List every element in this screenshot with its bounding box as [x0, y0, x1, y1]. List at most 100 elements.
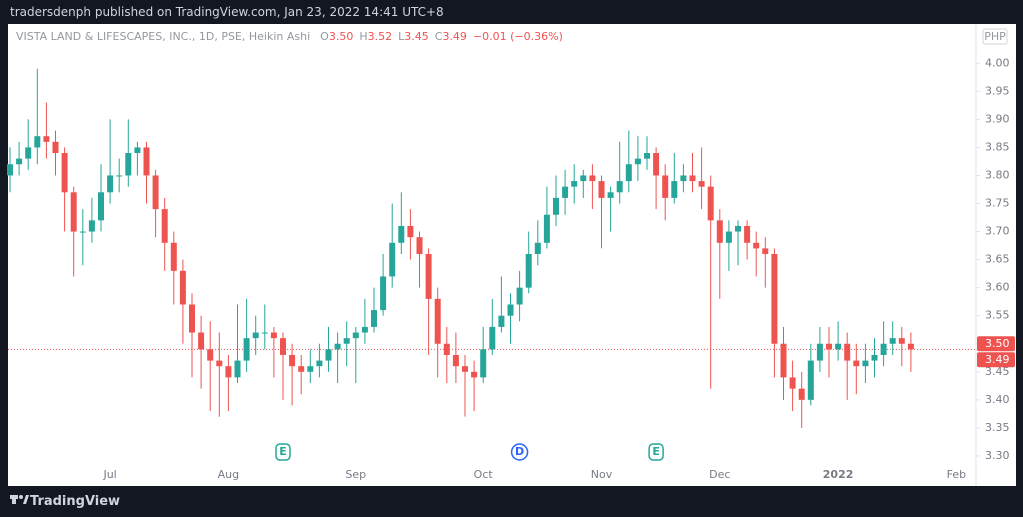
x-tick-label: Nov	[591, 468, 613, 481]
candle-body	[498, 315, 505, 327]
candle-body	[225, 366, 232, 378]
candle-body	[716, 220, 723, 243]
y-tick-label: 3.40	[985, 393, 1010, 406]
candle-body	[61, 153, 68, 193]
candle-body	[170, 242, 177, 271]
candle-body	[407, 225, 414, 238]
candle-body	[52, 141, 59, 154]
candle-body	[334, 343, 341, 350]
candle-body	[198, 332, 205, 350]
candle-body	[289, 354, 296, 367]
candle-body	[462, 366, 468, 372]
plot: VISTA LAND & LIFESCAPES, INC., 1D, PSE, …	[7, 28, 1015, 481]
candle-body	[707, 186, 714, 221]
candle-body	[307, 366, 314, 372]
y-tick-label: 3.45	[985, 365, 1010, 378]
ohlc-value: 3.50	[329, 30, 354, 43]
y-tick-label: 3.30	[985, 449, 1010, 462]
brand: TradingView	[30, 494, 121, 509]
candle-body	[352, 332, 359, 339]
x-tick-label: Dec	[709, 468, 730, 481]
y-tick-label: 3.75	[985, 197, 1010, 210]
candle-body	[179, 270, 186, 305]
event-label: E	[652, 445, 660, 458]
change: −0.01 (−0.36%)	[473, 30, 563, 43]
candle-body	[607, 192, 614, 198]
candle-body	[671, 181, 678, 198]
y-tick-label: 3.55	[985, 309, 1010, 322]
x-tick-label: Aug	[218, 468, 239, 481]
symbol-line: VISTA LAND & LIFESCAPES, INC., 1D, PSE, …	[16, 30, 310, 43]
candle-body	[34, 136, 41, 148]
event-label: E	[279, 445, 287, 458]
candle-body	[789, 377, 796, 389]
candle-body	[698, 181, 705, 187]
event-marker	[275, 443, 291, 461]
ohlc-value: 3.49	[442, 30, 467, 43]
candle-body	[571, 181, 578, 187]
candle-body	[762, 248, 769, 254]
price-label-box	[977, 352, 1015, 368]
candle-body	[616, 181, 623, 193]
event-label: D	[515, 445, 524, 458]
candle-body	[807, 360, 814, 400]
candle-body	[270, 332, 277, 339]
price-label-box	[977, 336, 1015, 352]
candle-body	[125, 153, 132, 176]
candle-body	[79, 231, 86, 233]
candle-body	[744, 225, 751, 243]
candle-body	[653, 153, 660, 176]
ohlc-value: 3.52	[368, 30, 393, 43]
x-tick-label: Feb	[947, 468, 966, 481]
y-tick-label: 3.35	[985, 421, 1010, 434]
candle-body	[826, 343, 832, 350]
candle-body	[507, 304, 514, 316]
candle-body	[634, 158, 641, 165]
candle-body	[416, 237, 423, 254]
candle-body	[753, 242, 760, 249]
candle-body	[771, 254, 778, 344]
x-tick-label: 2022	[823, 468, 854, 481]
candle-body	[471, 371, 478, 378]
candle-body	[516, 287, 523, 305]
candle-body	[525, 254, 532, 288]
ohlc-key: H	[359, 30, 367, 43]
candle-body	[589, 175, 596, 182]
candle-body	[398, 225, 405, 243]
candle-body	[625, 164, 632, 182]
candle-body	[325, 349, 332, 361]
candle-body	[725, 231, 732, 243]
y-tick-label: 3.60	[985, 281, 1010, 294]
candle-body	[871, 354, 878, 361]
candle-body	[798, 388, 805, 400]
candle-body	[25, 147, 32, 159]
candle-body	[143, 147, 150, 176]
candle-body	[70, 192, 77, 232]
ohlc-key: O	[320, 30, 329, 43]
candle-body	[343, 338, 350, 344]
candle-body	[216, 360, 223, 367]
candle-body	[189, 304, 195, 333]
candle-body	[243, 338, 250, 361]
candle-body	[134, 147, 141, 154]
candle-body	[380, 276, 387, 311]
candle-body	[534, 242, 541, 254]
candle-body	[7, 164, 13, 176]
y-tick-label: 3.95	[985, 84, 1010, 97]
candle-body	[844, 343, 851, 361]
x-tick-label: Sep	[345, 468, 366, 481]
x-tick-label: Oct	[474, 468, 494, 481]
price-label: 3.50	[985, 337, 1010, 350]
candle-body	[662, 175, 669, 198]
candle-body	[489, 326, 496, 350]
candle-body	[562, 186, 569, 198]
y-tick-label: 3.70	[985, 225, 1010, 238]
candle-body	[452, 354, 459, 367]
candle-body	[280, 338, 286, 355]
candle-body	[889, 338, 896, 344]
event-marker	[648, 443, 664, 461]
candle-body	[207, 349, 214, 361]
candle-body	[116, 175, 123, 177]
candle-body	[371, 310, 377, 327]
